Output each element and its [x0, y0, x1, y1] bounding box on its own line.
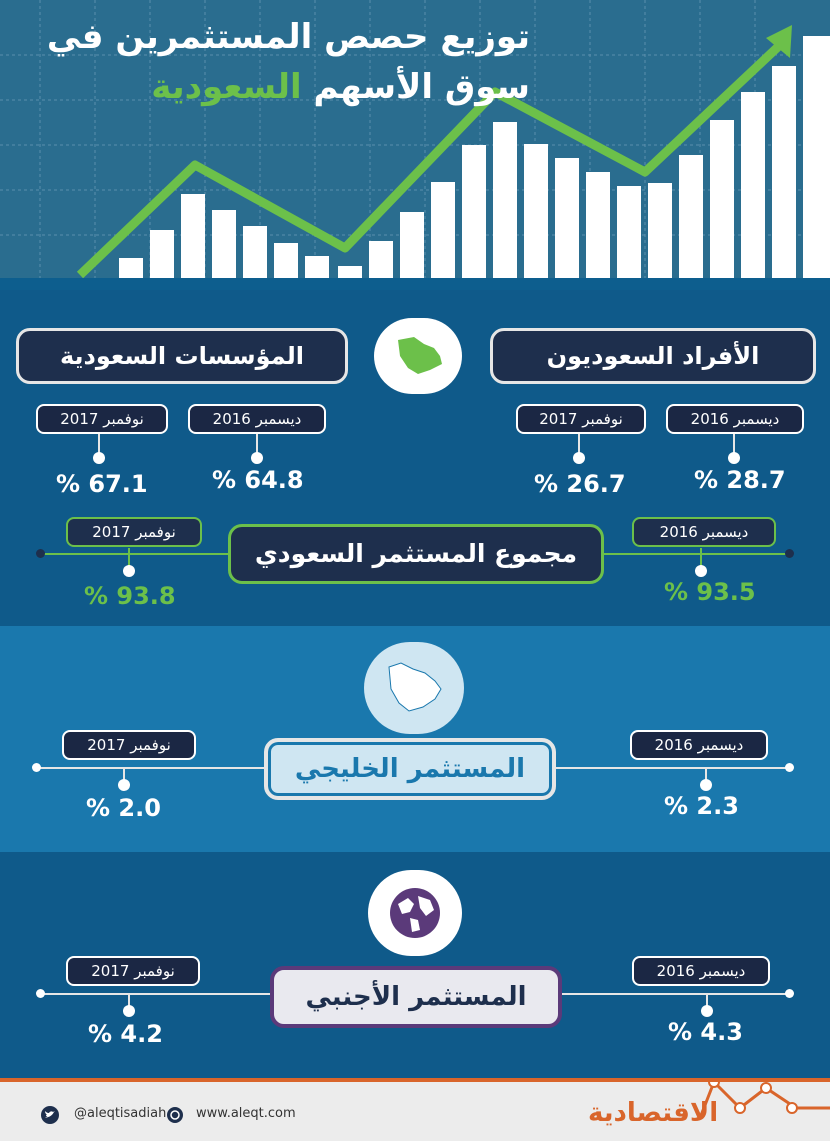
individuals-dec2016-dot [728, 452, 740, 464]
title-line-2-market: سوق الأسهم [313, 67, 530, 107]
total-dec2016-value: % 93.5 [664, 578, 756, 606]
foreign-dec2016-dot [701, 1005, 713, 1017]
total-dec2016-stem [700, 548, 702, 568]
gulf-line-right-end [785, 763, 794, 772]
header-chart-graphic [0, 0, 830, 278]
institutions-dec2016-value: % 64.8 [212, 466, 304, 494]
total-line-right-end [785, 549, 794, 558]
foreign-nov2017-value: % 4.2 [88, 1020, 163, 1048]
title-line-2: سوق الأسهم السعودية [47, 62, 530, 112]
gulf-line-left-end [32, 763, 41, 772]
gulf-nov2017-stem [123, 767, 125, 783]
title-line-2-saudi: السعودية [151, 67, 302, 107]
foreign-nov2017-stem [128, 993, 130, 1009]
header-banner: توزيع حصص المستثمرين في سوق الأسهم السعو… [0, 0, 830, 278]
twitter-icon[interactable] [40, 1106, 60, 1124]
foreign-dec2016-label: ديسمبر 2016 [632, 956, 770, 986]
institutions-dec2016-stem [256, 434, 258, 456]
aleqt-logo: الاقتصادية [588, 1098, 719, 1128]
total-saudi-heading: مجموع المستثمر السعودي [228, 524, 604, 584]
institutions-nov2017-value: % 67.1 [56, 470, 148, 498]
total-dec2016-label: ديسمبر 2016 [632, 517, 776, 547]
website-icon [167, 1107, 183, 1123]
footer: @aleqtisadiah www.aleqt.com [0, 1078, 830, 1141]
institutions-nov2017-label: نوفمبر 2017 [36, 404, 168, 434]
website-link[interactable]: www.aleqt.com [196, 1106, 296, 1121]
foreign-line-left-end [36, 989, 45, 998]
total-nov2017-label: نوفمبر 2017 [66, 517, 202, 547]
twitter-handle[interactable]: @aleqtisadiah [74, 1106, 167, 1121]
foreign-nov2017-dot [123, 1005, 135, 1017]
saudi-institutions-heading: المؤسسات السعودية [16, 328, 348, 384]
individuals-dec2016-stem [733, 434, 735, 456]
foreign-dec2016-value: % 4.3 [668, 1018, 743, 1046]
gulf-nov2017-label: نوفمبر 2017 [62, 730, 196, 760]
gulf-map-icon [364, 642, 464, 734]
foreign-dec2016-stem [706, 993, 708, 1009]
total-nov2017-value: % 93.8 [84, 582, 176, 610]
foreign-investor-heading: المستثمر الأجنبي [270, 966, 562, 1028]
gulf-dec2016-value: % 2.3 [664, 792, 739, 820]
individuals-nov2017-label: نوفمبر 2017 [516, 404, 646, 434]
total-nov2017-dot [123, 565, 135, 577]
institutions-dec2016-dot [251, 452, 263, 464]
gulf-nov2017-value: % 2.0 [86, 794, 161, 822]
individuals-nov2017-value: % 26.7 [534, 470, 626, 498]
individuals-dec2016-value: % 28.7 [694, 466, 786, 494]
foreign-line-right-end [785, 989, 794, 998]
gulf-dec2016-stem [705, 767, 707, 783]
footer-accent-line [0, 1078, 830, 1082]
total-dec2016-dot [695, 565, 707, 577]
institutions-dec2016-label: ديسمبر 2016 [188, 404, 326, 434]
page-title: توزيع حصص المستثمرين في سوق الأسهم السعو… [47, 12, 530, 112]
total-nov2017-stem [128, 548, 130, 568]
title-line-1: توزيع حصص المستثمرين في [46, 17, 530, 57]
gulf-dec2016-dot [700, 779, 712, 791]
individuals-dec2016-label: ديسمبر 2016 [666, 404, 804, 434]
individuals-nov2017-dot [573, 452, 585, 464]
gulf-investor-heading: المستثمر الخليجي [264, 738, 556, 800]
total-line-left-end [36, 549, 45, 558]
foreign-nov2017-label: نوفمبر 2017 [66, 956, 200, 986]
institutions-nov2017-stem [98, 434, 100, 456]
footer-trend-graphic [700, 1078, 830, 1119]
gulf-dec2016-label: ديسمبر 2016 [630, 730, 768, 760]
gulf-nov2017-dot [118, 779, 130, 791]
globe-icon [368, 870, 462, 956]
saudi-individuals-heading: الأفراد السعوديون [490, 328, 816, 384]
individuals-nov2017-stem [578, 434, 580, 456]
institutions-nov2017-dot [93, 452, 105, 464]
saudi-map-icon [374, 318, 462, 394]
